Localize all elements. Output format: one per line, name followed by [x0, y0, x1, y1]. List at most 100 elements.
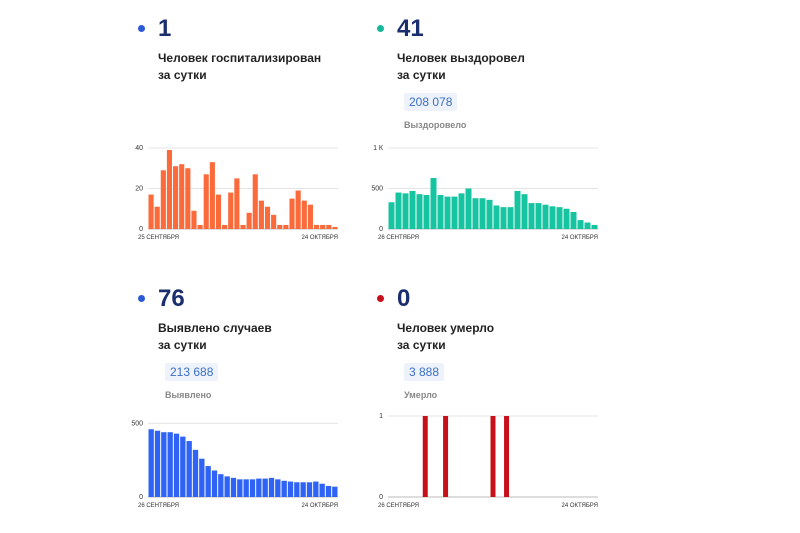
bar: [277, 224, 283, 229]
bar: [197, 224, 203, 229]
bar: [320, 224, 326, 229]
bar: [416, 194, 423, 229]
bar: [486, 199, 493, 229]
daily-count: 0: [397, 285, 411, 312]
y-tick-label: 0: [139, 494, 143, 501]
bar: [325, 485, 332, 497]
bar: [528, 203, 535, 229]
bar: [570, 211, 577, 229]
bar: [300, 482, 306, 497]
panel-header: 76: [138, 285, 378, 315]
bar: [256, 478, 262, 497]
bar: [479, 198, 486, 229]
bar: [166, 150, 173, 229]
bar: [319, 483, 325, 497]
y-tick-label: 0: [379, 494, 383, 501]
bar: [326, 224, 332, 229]
bar: [161, 432, 167, 497]
bar: [167, 432, 173, 497]
bar: [211, 470, 218, 497]
description-line-2: за сутки: [397, 68, 446, 82]
bar: [148, 194, 154, 229]
bar: [224, 476, 230, 497]
bar: [577, 220, 584, 229]
total-label: Умерло: [404, 390, 438, 400]
bar: [243, 479, 249, 497]
bar: [240, 224, 246, 229]
y-tick-label: 0: [379, 226, 383, 233]
bar: [430, 177, 437, 229]
bar: [542, 204, 549, 229]
bar: [192, 449, 199, 497]
x-start-date-label: 26 СЕНТЯБРЯ: [378, 235, 419, 241]
bar: [289, 198, 295, 229]
bar: [294, 482, 300, 497]
y-tick-label: 1 К: [373, 145, 384, 152]
bar: [237, 479, 243, 497]
bar: [507, 207, 514, 229]
bar: [388, 202, 395, 229]
panel-description: Человек умерло за сутки: [397, 320, 617, 354]
x-end-date-label: 24 ОКТЯБРЯ: [561, 235, 598, 241]
panel-hospitalized: 1 Человек госпитализирован за сутки: [138, 15, 378, 82]
total-badge: 213 688: [165, 363, 219, 381]
y-tick-label: 0: [139, 226, 143, 233]
description-line-2: за сутки: [397, 338, 446, 352]
bar: [514, 190, 521, 229]
bar: [444, 196, 451, 229]
bar: [472, 198, 479, 229]
bar: [258, 200, 264, 229]
bar: [549, 206, 556, 229]
panel-header: 0: [377, 285, 617, 315]
bar: [281, 480, 287, 497]
total-label: Выздоровело: [404, 120, 467, 130]
description-line-1: Человек выздоровел: [397, 51, 525, 65]
bar: [246, 212, 252, 229]
bar: [209, 162, 215, 229]
bar: [563, 208, 570, 229]
bar: [402, 193, 409, 229]
x-end-date-label: 24 ОКТЯБРЯ: [301, 503, 338, 509]
bar: [249, 479, 256, 497]
bar: [180, 436, 186, 497]
description-line-1: Человек госпитализирован: [158, 51, 322, 65]
bar: [185, 168, 191, 229]
bar: [173, 166, 179, 229]
bar: [409, 190, 416, 229]
bar: [422, 416, 428, 497]
bar: [186, 441, 192, 497]
daily-count: 41: [397, 15, 424, 42]
recovered-bar-chart: 0 500 1 К 26 СЕНТЯБРЯ 24 ОКТЯБРЯ: [371, 145, 598, 241]
bar: [222, 224, 228, 229]
x-end-date-label: 24 ОКТЯБРЯ: [561, 503, 598, 509]
description-line-1: Выявлено случаев: [158, 321, 272, 335]
total-badge: 3 888: [404, 363, 445, 381]
bar: [437, 194, 444, 229]
bullet-dot: [377, 295, 384, 302]
bar: [423, 194, 430, 229]
bar: [521, 194, 528, 229]
bar: [160, 170, 166, 229]
bar: [306, 482, 313, 497]
panel-description: Человек выздоровел за сутки: [397, 50, 617, 84]
bar: [500, 207, 507, 229]
bar: [490, 416, 496, 497]
x-end-date-label: 24 ОКТЯБРЯ: [301, 235, 338, 241]
bar: [313, 481, 319, 497]
bar: [332, 486, 338, 497]
bar: [332, 226, 338, 229]
y-tick-label: 40: [135, 145, 143, 152]
bar: [218, 474, 224, 497]
bar: [271, 214, 277, 229]
bar: [504, 416, 510, 497]
bar: [203, 174, 209, 229]
bullet-dot: [377, 25, 384, 32]
bar: [556, 207, 563, 229]
bar: [295, 190, 301, 229]
panel-description: Человек госпитализирован за сутки: [158, 50, 378, 84]
bar: [307, 204, 313, 229]
panel-detected: 76 Выявлено случаев за сутки 213 688 Выя…: [138, 285, 378, 400]
bar: [493, 205, 500, 229]
x-start-date-label: 26 СЕНТЯБРЯ: [138, 503, 179, 509]
description-line-1: Человек умерло: [397, 321, 495, 335]
